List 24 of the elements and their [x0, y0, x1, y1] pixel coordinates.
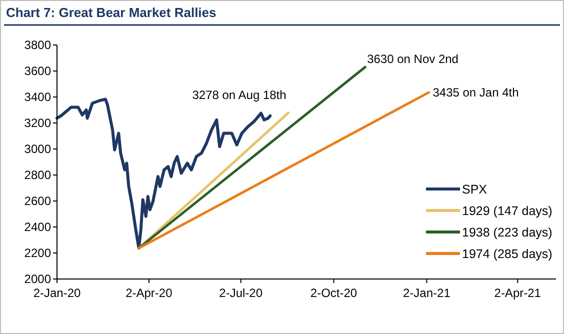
y-tick-label: 3800: [24, 38, 52, 52]
x-tick-label: 2-Jul-20: [219, 286, 263, 300]
legend-label: 1938 (223 days): [462, 225, 552, 240]
annotation: 3630 on Nov 2nd: [367, 52, 458, 66]
chart-title: Chart 7: Great Bear Market Rallies: [6, 5, 216, 20]
y-tick-label: 3200: [24, 116, 52, 130]
y-tick-label: 2000: [24, 272, 52, 286]
x-tick-label: 2-Jan-21: [403, 286, 451, 300]
y-tick-label: 3400: [24, 90, 52, 104]
legend-label: SPX: [462, 182, 488, 196]
legend-label: 1974 (285 days): [462, 246, 552, 261]
x-tick-label: 2-Jan-20: [33, 286, 81, 300]
annotation: 3278 on Aug 18th: [192, 88, 286, 102]
annotation: 3435 on Jan 4th: [432, 85, 519, 100]
x-tick-label: 2-Apr-20: [126, 286, 173, 300]
y-tick-label: 3000: [24, 142, 52, 156]
y-tick-label: 2400: [24, 220, 52, 234]
x-tick-label: 2-Apr-21: [494, 286, 542, 300]
legend-label: 1929 (147 days): [462, 204, 552, 218]
x-tick-label: 2-Oct-20: [310, 286, 358, 300]
y-tick-label: 2800: [24, 168, 52, 182]
y-tick-label: 3600: [24, 64, 52, 78]
y-tick-label: 2200: [24, 246, 52, 260]
y-tick-label: 2600: [24, 194, 52, 208]
